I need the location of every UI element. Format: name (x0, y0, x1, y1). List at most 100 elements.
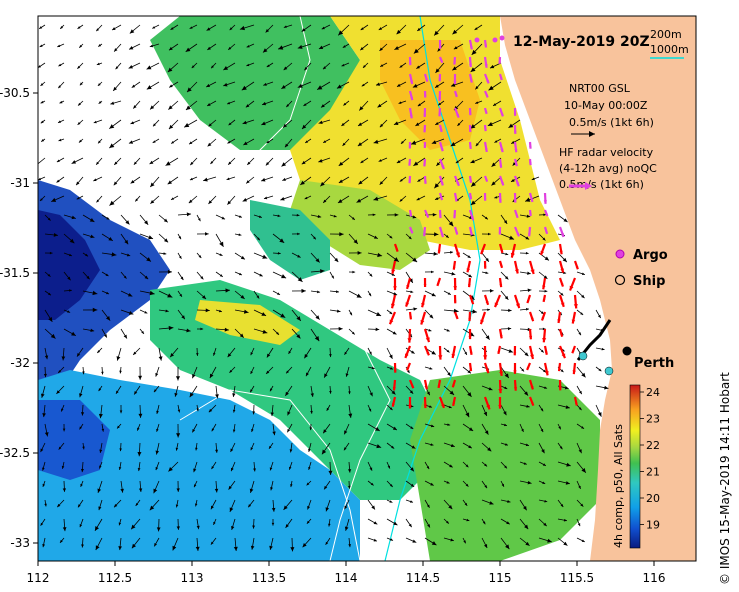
y-tick-label: -32 (10, 356, 30, 370)
credit-text: © IMOS 15-May-2019 14:11 Hobart (718, 372, 732, 585)
altimetry-vector (249, 480, 255, 493)
hf-radar-vector (526, 362, 532, 371)
hf-radar-vector (513, 124, 517, 134)
altimetry-vector (128, 43, 141, 50)
hf-radar-vector (408, 107, 413, 119)
hf-radar-vector (423, 73, 429, 82)
altimetry-vector (262, 43, 274, 53)
hf-radar-vector (406, 362, 412, 371)
altimetry-vector (51, 195, 65, 203)
sst-coastal-green (410, 370, 600, 561)
hf-radar-vector (498, 277, 503, 288)
altimetry-vector (405, 271, 414, 284)
altimetry-vector (288, 347, 293, 355)
altimetry-vector (386, 271, 395, 277)
altimetry-vector (470, 119, 483, 129)
hf-radar-vector (438, 90, 442, 101)
altimetry-vector (215, 271, 223, 278)
altimetry-vector (481, 537, 488, 549)
altimetry-vector (576, 271, 586, 275)
altimetry-vector (538, 233, 546, 241)
altimetry-vector (348, 214, 356, 221)
hf-radar-vector (558, 345, 566, 359)
ship-marker (578, 351, 588, 361)
altimetry-vector (595, 309, 602, 319)
altimetry-vector (519, 480, 532, 485)
altimetry-vector (146, 62, 160, 70)
altimetry-vector (393, 119, 407, 126)
altimetry-vector (39, 195, 46, 202)
altimetry-vector (338, 157, 350, 167)
altimetry-vector (80, 480, 84, 487)
altimetry-vector (59, 24, 65, 30)
altimetry-vector (471, 43, 483, 56)
hf-radar-vector (423, 124, 427, 133)
altimetry-vector (424, 366, 433, 370)
altimetry-vector (519, 347, 529, 357)
altimetry-vector (263, 195, 274, 200)
altimetry-vector (101, 271, 109, 277)
altimetry-vector (82, 442, 85, 450)
altimetry-vector (373, 138, 388, 144)
altimetry-vector (71, 157, 84, 164)
altimetry-vector (358, 100, 369, 111)
altimetry-vector (227, 43, 236, 51)
altimetry-vector (405, 461, 415, 472)
altimetry-vector (98, 385, 103, 392)
altimetry-vector (576, 442, 582, 454)
altimetry-vector (538, 518, 548, 527)
altimetry-vector (329, 290, 339, 294)
y-tick-label: -32.5 (0, 446, 30, 460)
altimetry-vector (232, 423, 236, 433)
altimetry-vector (234, 309, 249, 314)
hf-radar-vector (510, 243, 517, 258)
altimetry-vector (291, 328, 301, 339)
altimetry-vector (367, 537, 378, 542)
altimetry-vector (226, 176, 236, 181)
altimetry-vector (98, 404, 103, 419)
altimetry-vector (213, 518, 217, 526)
hf-radar-vector (483, 73, 490, 84)
altimetry-vector (557, 518, 568, 522)
altimetry-vector (281, 81, 293, 90)
altimetry-vector (82, 366, 85, 375)
colorbar-ticks: 24 23 22 21 20 19 (640, 386, 660, 532)
argo-marker (474, 37, 480, 43)
altimetry-vector (443, 328, 450, 332)
altimetry-vector (462, 366, 472, 374)
altimetry-vector (489, 62, 502, 69)
altimetry-vector (215, 214, 226, 220)
hf-radar-vector (573, 396, 578, 406)
altimetry-vector (78, 43, 84, 49)
altimetry-vector (196, 404, 199, 412)
altimetry-vector (195, 347, 199, 356)
hf-radar-vector (408, 379, 415, 389)
hf-radar-vector (513, 192, 517, 203)
hf-radar-vector (408, 209, 413, 217)
altimetry-vector (139, 290, 155, 296)
altimetry-vector (500, 366, 510, 379)
hf-radar-vector (468, 39, 473, 50)
altimetry-vector (272, 271, 287, 279)
altimetry-vector (326, 404, 331, 411)
altimetry-vector (443, 251, 454, 254)
altimetry-vector (153, 537, 160, 547)
altimetry-vector (557, 442, 563, 450)
altimetry-vector (56, 499, 65, 508)
altimetry-vector (227, 138, 236, 144)
hf-radar-vectors (388, 35, 579, 410)
altimetry-vector (177, 233, 182, 240)
altimetry-vector (57, 366, 65, 374)
altimetry-vector (158, 325, 174, 331)
altimetry-vector (77, 100, 84, 106)
altimetry-vector (185, 43, 198, 53)
altimetry-vector (519, 307, 530, 311)
ship-track-line (576, 319, 612, 361)
altimetry-vector (227, 347, 236, 358)
altimetry-vector (386, 328, 397, 335)
hf-radar-vector (468, 192, 473, 200)
sst-coldest-west (38, 210, 100, 320)
altimetry-vector (519, 251, 529, 255)
hf-radar-vector (483, 192, 487, 201)
legend-radar-line2: (4-12h avg) noQC (559, 162, 657, 175)
